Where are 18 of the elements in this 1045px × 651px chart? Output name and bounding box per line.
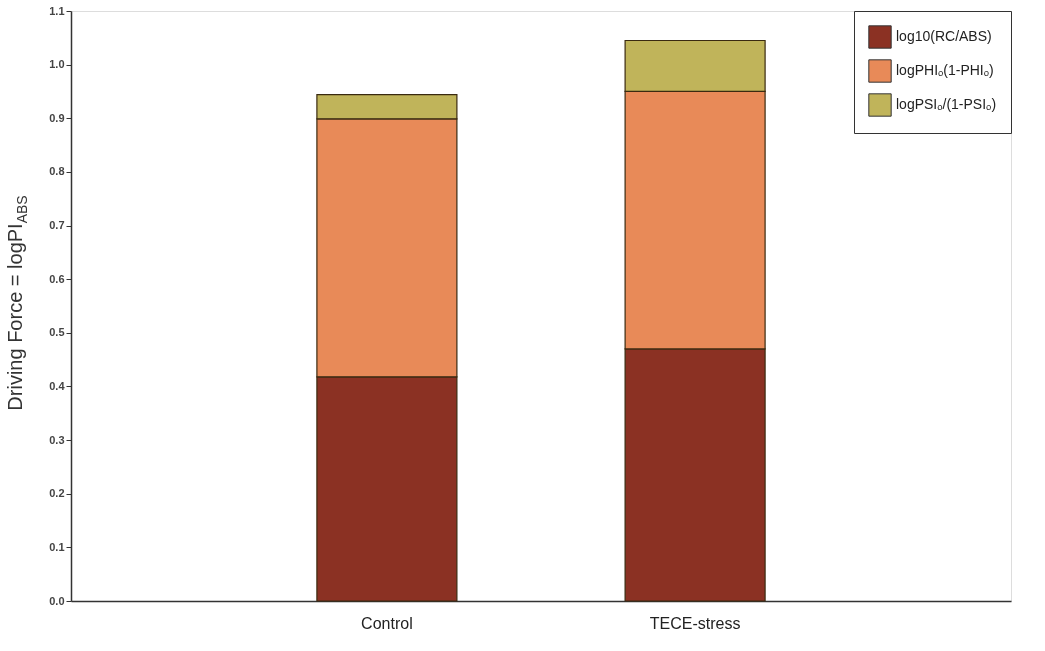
y-tick-label: 0.2 <box>49 487 65 500</box>
y-tick-label: 0.7 <box>49 219 65 232</box>
y-tick-label: 0.9 <box>49 111 65 124</box>
y-tick-label: 0.5 <box>49 326 65 339</box>
y-axis-title: Driving Force = logPIABS <box>4 195 30 411</box>
legend-label: logPHIₒ(1-PHIₒ) <box>896 62 994 78</box>
y-tick-label: 0.4 <box>49 379 66 392</box>
y-tick-label: 0.8 <box>49 165 65 178</box>
y-tick-label: 0.1 <box>49 540 65 553</box>
legend-label: logPSIₒ/(1-PSIₒ) <box>896 96 997 112</box>
y-tick-label: 0.3 <box>49 433 65 446</box>
y-tick-label: 0.6 <box>49 272 65 285</box>
y-tick-label: 1.0 <box>49 58 65 71</box>
y-tick-label: 0.0 <box>49 594 65 607</box>
legend-label: log10(RC/ABS) <box>896 28 992 44</box>
x-tick-label: TECE-stress <box>649 614 741 632</box>
y-tick-label: 1.1 <box>49 4 65 17</box>
x-tick-label: Control <box>361 614 413 632</box>
